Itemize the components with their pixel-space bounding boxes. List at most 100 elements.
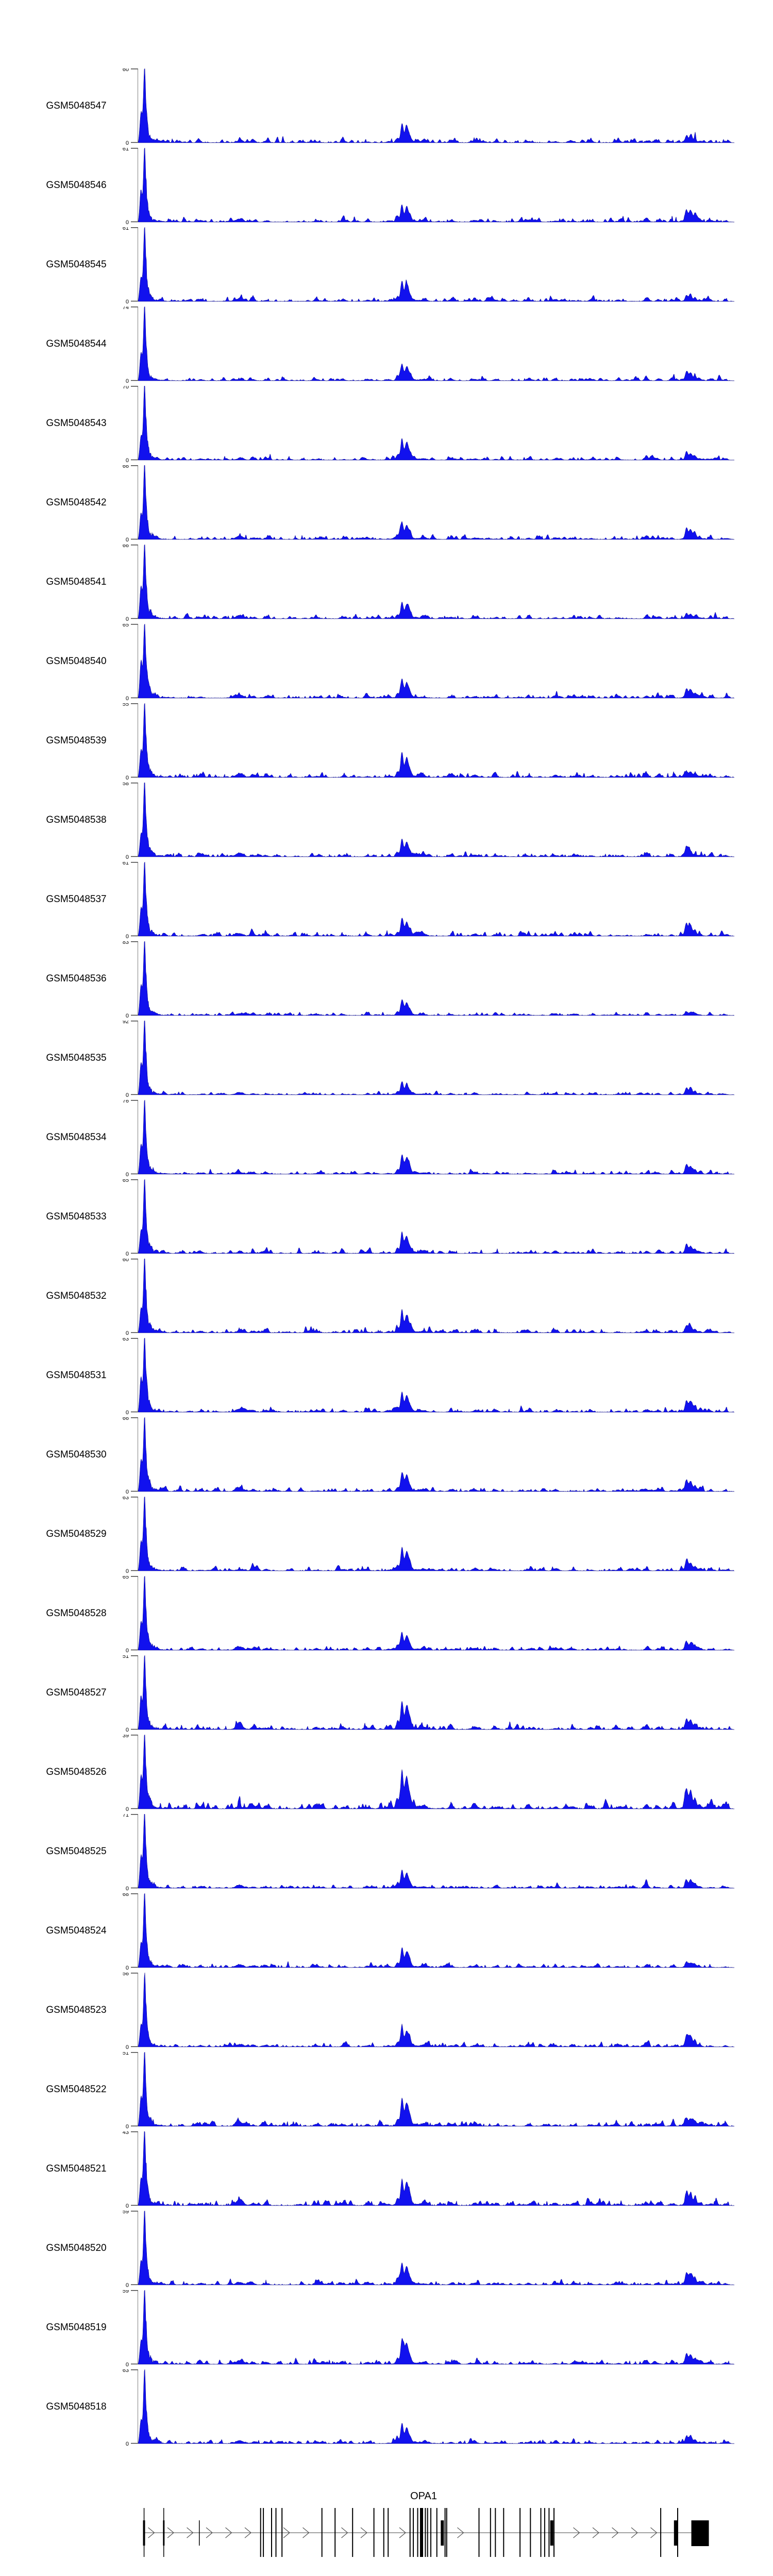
track-ymax-label: 68 [123,1893,129,1897]
track-label: GSM5048531 [46,1370,106,1381]
track-zero-label: 0 [126,1727,129,1733]
track-ymax-label: 92 [123,1021,129,1025]
track-ymax-label: 66 [123,465,129,469]
gene-exon [143,2508,145,2557]
coverage-area [138,2290,734,2365]
gene-exon [425,2508,426,2557]
signal-track: GSM5048539 55 0 [0,703,773,783]
strand-arrow-icon [283,2527,290,2538]
gene-exon [548,2508,550,2557]
track-zero-label: 0 [126,1489,129,1495]
coverage-area [138,148,734,223]
coverage-area [138,1735,734,1809]
track-zero-label: 0 [126,1092,129,1098]
gene-exon [321,2508,323,2557]
track-zero-label: 0 [126,2282,129,2289]
gene-exon [495,2508,496,2557]
signal-track: GSM5048525 71 0 [0,1814,773,1893]
signal-track: GSM5048544 74 0 [0,307,773,386]
track-label: GSM5048526 [46,1767,106,1777]
strand-arrow-icon [244,2527,251,2538]
track-ymax-label: 61 [123,227,129,231]
track-ymax-label: 43 [123,2131,129,2136]
coverage-area [138,703,734,778]
track-ymax-label: 61 [123,862,129,866]
signal-track: GSM5048540 65 0 [0,624,773,703]
track-zero-label: 0 [126,457,129,464]
coverage-area [138,307,734,381]
gene-exon [490,2508,491,2557]
track-zero-label: 0 [126,2362,129,2368]
track-zero-label: 0 [126,1410,129,1416]
strand-arrow-icon [303,2527,310,2538]
signal-track: GSM5048542 66 0 [0,465,773,545]
track-zero-label: 0 [126,1806,129,1812]
track-zero-label: 0 [126,1648,129,1654]
signal-track: GSM5048531 63 0 [0,1338,773,1417]
coverage-area [138,465,734,540]
track-zero-label: 0 [126,1251,129,1257]
gene-exon [260,2508,261,2557]
strand-arrow-icon [187,2527,194,2538]
track-label: GSM5048544 [46,338,107,349]
coverage-area [138,2211,734,2285]
track-zero-label: 0 [126,1013,129,1019]
signal-track: GSM5048528 65 0 [0,1576,773,1655]
signal-track: GSM5048546 61 0 [0,148,773,227]
track-label: GSM5048542 [46,497,106,508]
track-label: GSM5048539 [46,735,106,746]
strand-arrow-icon [650,2527,658,2538]
strand-arrow-icon [631,2527,638,2538]
track-label: GSM5048546 [46,180,106,191]
coverage-area [138,1655,734,1730]
strand-arrow-icon [592,2527,599,2538]
gene-exon [444,2508,446,2557]
coverage-area [138,1338,734,1413]
track-ymax-label: 59 [123,2290,129,2294]
gene-exon [660,2508,662,2557]
track-label: GSM5048529 [46,1529,106,1539]
coverage-area [138,1576,734,1651]
coverage-area [138,2052,734,2127]
signal-track: GSM5048526 39 0 [0,1735,773,1814]
signal-track: GSM5048534 76 0 [0,1100,773,1179]
signal-track: GSM5048518 63 0 [0,2369,773,2449]
track-zero-label: 0 [126,537,129,543]
coverage-area [138,1417,734,1492]
signal-track: GSM5048536 83 0 [0,941,773,1021]
track-label: GSM5048533 [46,1211,106,1222]
gene-body [143,2508,709,2557]
signal-track: GSM5048527 51 0 [0,1655,773,1735]
gene-exon [163,2508,164,2557]
strand-arrow-icon [612,2527,619,2538]
track-zero-label: 0 [126,140,129,146]
coverage-area [138,1021,734,1095]
track-label: GSM5048547 [46,100,106,111]
signal-track: GSM5048541 66 0 [0,545,773,624]
track-label: GSM5048545 [46,259,106,270]
track-label: GSM5048519 [46,2322,106,2333]
coverage-area [138,227,734,302]
gene-exon [503,2508,505,2557]
gene-exon [281,2508,283,2557]
signal-track: GSM5048529 63 0 [0,1497,773,1576]
gene-exon [519,2508,521,2557]
signal-track: GSM5048530 66 0 [0,1417,773,1497]
track-label: GSM5048541 [46,577,106,587]
coverage-area [138,1497,734,1571]
gene-exon [674,2520,678,2546]
track-label: GSM5048532 [46,1291,106,1301]
track-ymax-label: 66 [123,1417,129,1421]
track-label: GSM5048525 [46,1846,106,1857]
coverage-area [138,783,734,857]
gene-exon [409,2508,411,2557]
coverage-area [138,1259,734,1333]
signal-track: GSM5048535 92 0 [0,1021,773,1100]
strand-arrow-icon [206,2527,213,2538]
track-label: GSM5048521 [46,2163,106,2174]
gene-exon [430,2508,431,2557]
track-zero-label: 0 [126,2044,129,2050]
track-label: GSM5048518 [46,2401,106,2412]
track-zero-label: 0 [126,219,129,226]
gene-exon [413,2508,414,2557]
